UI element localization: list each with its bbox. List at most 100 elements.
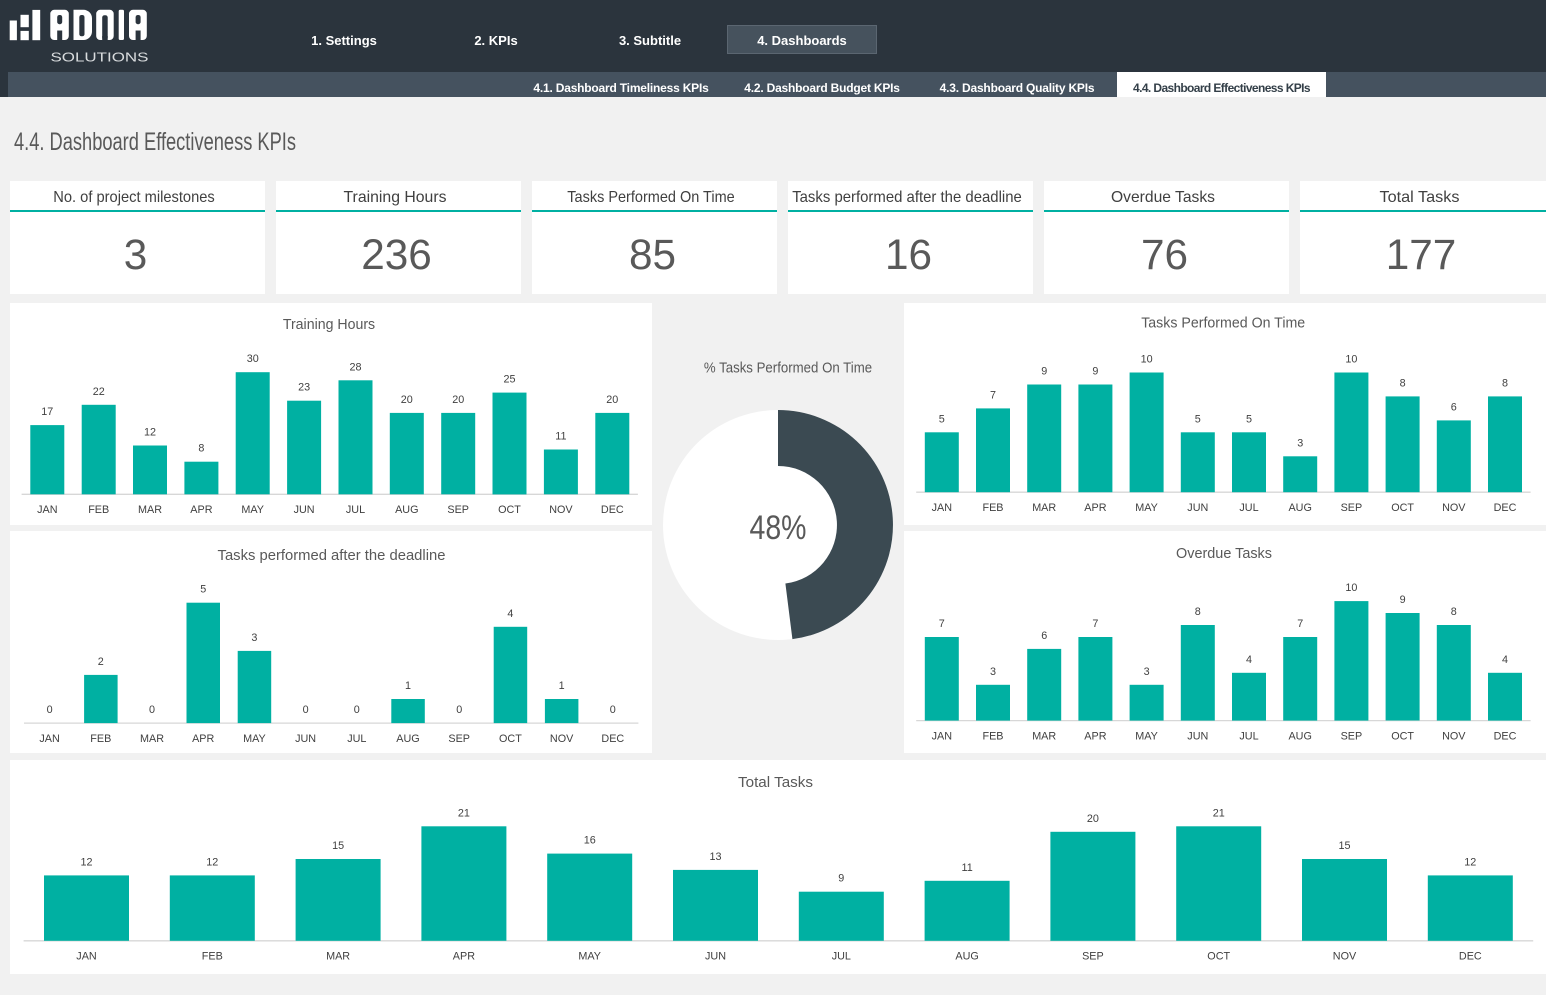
svg-text:0: 0 (47, 704, 53, 716)
svg-text:12: 12 (1464, 856, 1476, 868)
svg-text:8: 8 (1400, 377, 1406, 389)
svg-text:NOV: NOV (1333, 950, 1357, 962)
svg-text:DEC: DEC (1494, 502, 1517, 514)
svg-text:JUL: JUL (1239, 502, 1258, 514)
svg-text:SOLUTIONS: SOLUTIONS (51, 51, 149, 65)
svg-text:JUL: JUL (347, 733, 366, 745)
svg-text:AUG: AUG (1288, 730, 1311, 742)
svg-text:OCT: OCT (1391, 502, 1414, 514)
svg-text:15: 15 (332, 840, 344, 852)
svg-text:7: 7 (1297, 618, 1303, 630)
svg-text:SEP: SEP (1341, 502, 1363, 514)
svg-text:MAR: MAR (326, 950, 350, 962)
svg-text:APR: APR (453, 950, 475, 962)
svg-text:% Tasks Performed On Time: % Tasks Performed On Time (704, 361, 872, 377)
svg-text:17: 17 (41, 406, 53, 418)
svg-text:APR: APR (1084, 730, 1106, 742)
svg-text:AUG: AUG (955, 950, 978, 962)
svg-text:Tasks Performed On Time: Tasks Performed On Time (567, 189, 734, 206)
svg-text:20: 20 (1087, 812, 1099, 824)
svg-text:5: 5 (1195, 413, 1201, 425)
svg-text:APR: APR (192, 733, 214, 745)
svg-text:16: 16 (885, 231, 932, 278)
svg-text:85: 85 (629, 231, 676, 278)
svg-text:0: 0 (303, 704, 309, 716)
svg-text:10: 10 (1141, 354, 1153, 366)
svg-text:6: 6 (1041, 630, 1047, 642)
svg-text:JUL: JUL (832, 950, 851, 962)
svg-text:Total Tasks: Total Tasks (738, 775, 813, 791)
svg-text:8: 8 (198, 443, 204, 455)
svg-text:22: 22 (93, 386, 105, 398)
svg-text:JUL: JUL (1239, 730, 1258, 742)
svg-text:SEP: SEP (1082, 950, 1104, 962)
svg-text:SEP: SEP (1341, 730, 1363, 742)
svg-text:NOV: NOV (1442, 730, 1466, 742)
svg-text:20: 20 (401, 394, 413, 406)
svg-text:Training Hours: Training Hours (344, 189, 447, 206)
svg-text:3: 3 (1297, 437, 1303, 449)
svg-text:AUG: AUG (1288, 502, 1311, 514)
svg-text:13: 13 (709, 850, 721, 862)
svg-text:0: 0 (354, 704, 360, 716)
svg-text:FEB: FEB (202, 950, 223, 962)
svg-text:21: 21 (1213, 807, 1225, 819)
svg-text:3: 3 (251, 632, 257, 644)
svg-text:JAN: JAN (76, 950, 96, 962)
svg-text:Overdue Tasks: Overdue Tasks (1176, 546, 1272, 562)
svg-text:20: 20 (606, 394, 618, 406)
svg-text:DEC: DEC (601, 504, 624, 516)
svg-text:NOV: NOV (550, 733, 574, 745)
svg-text:MAR: MAR (1032, 730, 1056, 742)
svg-text:4: 4 (1246, 654, 1252, 666)
svg-text:SEP: SEP (447, 504, 469, 516)
svg-text:MAY: MAY (578, 950, 601, 962)
svg-text:9: 9 (838, 872, 844, 884)
svg-text:NOV: NOV (1442, 502, 1466, 514)
svg-text:MAY: MAY (1135, 730, 1158, 742)
svg-text:JUL: JUL (346, 504, 365, 516)
svg-text:AUG: AUG (396, 733, 419, 745)
svg-text:JUN: JUN (294, 504, 315, 516)
svg-text:10: 10 (1345, 582, 1357, 594)
svg-text:12: 12 (206, 856, 218, 868)
svg-text:11: 11 (961, 861, 972, 873)
svg-text:DEC: DEC (1459, 950, 1482, 962)
svg-text:JUN: JUN (1187, 730, 1208, 742)
svg-text:0: 0 (456, 704, 462, 716)
svg-text:MAY: MAY (1135, 502, 1158, 514)
svg-text:OCT: OCT (499, 733, 522, 745)
svg-text:28: 28 (349, 361, 361, 373)
svg-text:15: 15 (1338, 840, 1350, 852)
svg-text:JAN: JAN (932, 502, 952, 514)
svg-text:OCT: OCT (1207, 950, 1230, 962)
svg-text:1: 1 (559, 680, 565, 692)
svg-text:30: 30 (247, 353, 259, 365)
svg-text:6: 6 (1451, 401, 1457, 413)
svg-text:9: 9 (1400, 594, 1406, 606)
svg-text:4: 4 (1502, 654, 1508, 666)
svg-text:177: 177 (1386, 231, 1457, 278)
svg-text:FEB: FEB (983, 502, 1004, 514)
svg-text:7: 7 (1092, 618, 1098, 630)
svg-text:0: 0 (149, 704, 155, 716)
svg-text:No. of project milestones: No. of project milestones (53, 189, 215, 206)
svg-text:5: 5 (1246, 413, 1252, 425)
svg-text:1: 1 (405, 680, 411, 692)
svg-text:Tasks performed after the dead: Tasks performed after the deadline (218, 548, 446, 564)
svg-text:4.4. Dashboard Effectiveness K: 4.4. Dashboard Effectiveness KPIs (14, 129, 296, 156)
svg-text:MAR: MAR (138, 504, 162, 516)
svg-text:0: 0 (610, 704, 616, 716)
svg-text:APR: APR (1084, 502, 1106, 514)
svg-text:7: 7 (939, 618, 945, 630)
svg-text:MAR: MAR (140, 733, 164, 745)
svg-text:11: 11 (555, 431, 566, 443)
svg-text:76: 76 (1141, 231, 1188, 278)
svg-text:DEC: DEC (601, 733, 624, 745)
svg-text:MAY: MAY (241, 504, 264, 516)
svg-text:NOV: NOV (549, 504, 573, 516)
svg-text:12: 12 (144, 427, 156, 439)
svg-text:MAR: MAR (1032, 502, 1056, 514)
svg-text:10: 10 (1345, 354, 1357, 366)
svg-text:7: 7 (990, 389, 996, 401)
